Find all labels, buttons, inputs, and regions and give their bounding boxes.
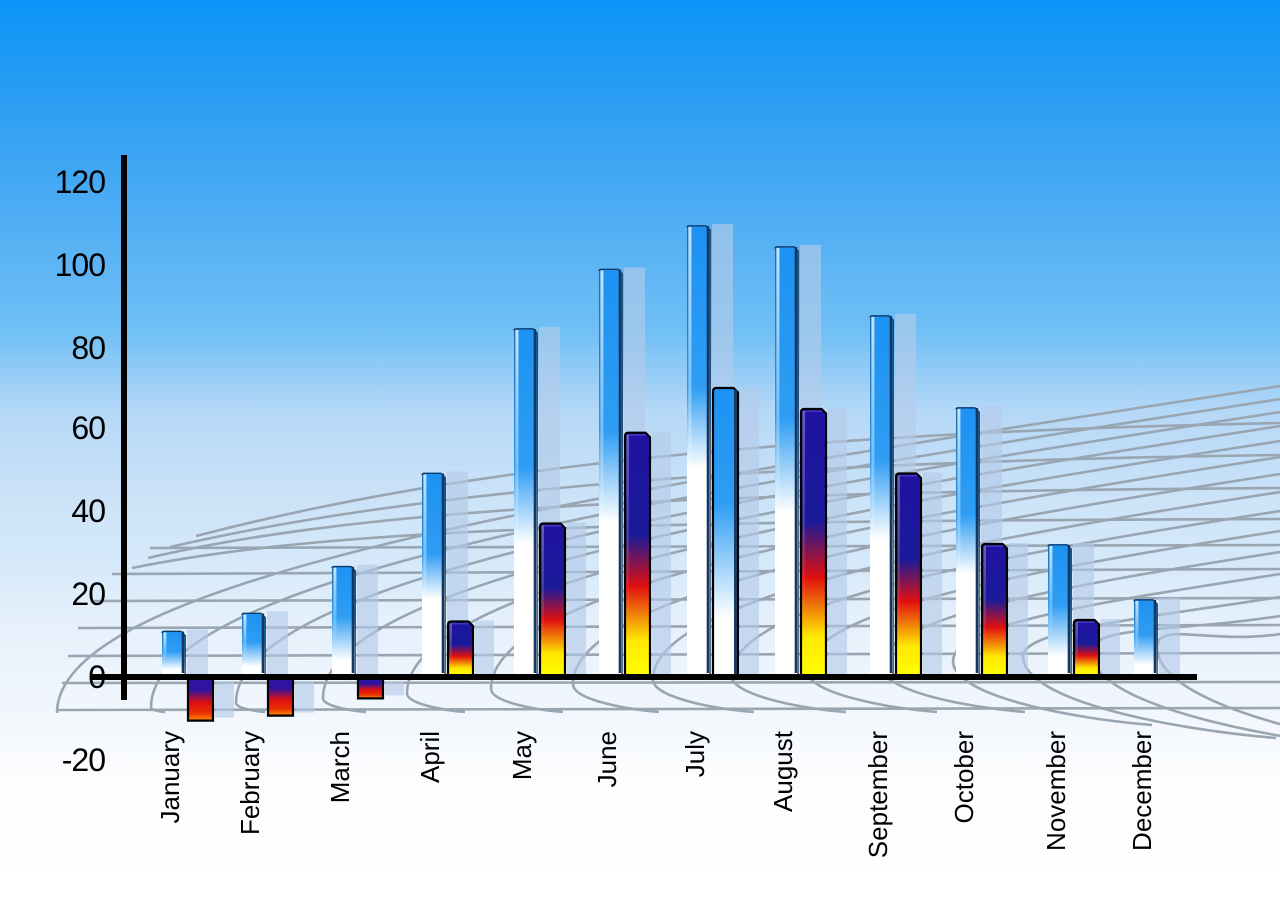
svg-text:July: July [680,731,710,777]
svg-text:60: 60 [71,410,105,446]
svg-text:October: October [949,731,979,824]
svg-text:November: November [1041,731,1071,851]
svg-text:February: February [235,731,265,835]
svg-text:June: June [592,731,622,787]
svg-text:March: March [325,731,355,803]
svg-text:20: 20 [71,576,105,612]
svg-text:December: December [1127,731,1157,851]
svg-text:40: 40 [71,493,105,529]
svg-text:April: April [415,731,445,783]
svg-text:August: August [768,730,798,812]
svg-text:100: 100 [55,247,106,283]
svg-text:September: September [863,731,893,859]
svg-text:-20: -20 [62,742,105,778]
svg-text:120: 120 [55,164,106,200]
svg-text:80: 80 [71,330,105,366]
svg-text:May: May [507,731,537,780]
svg-text:0: 0 [88,659,105,695]
svg-text:January: January [155,731,185,824]
